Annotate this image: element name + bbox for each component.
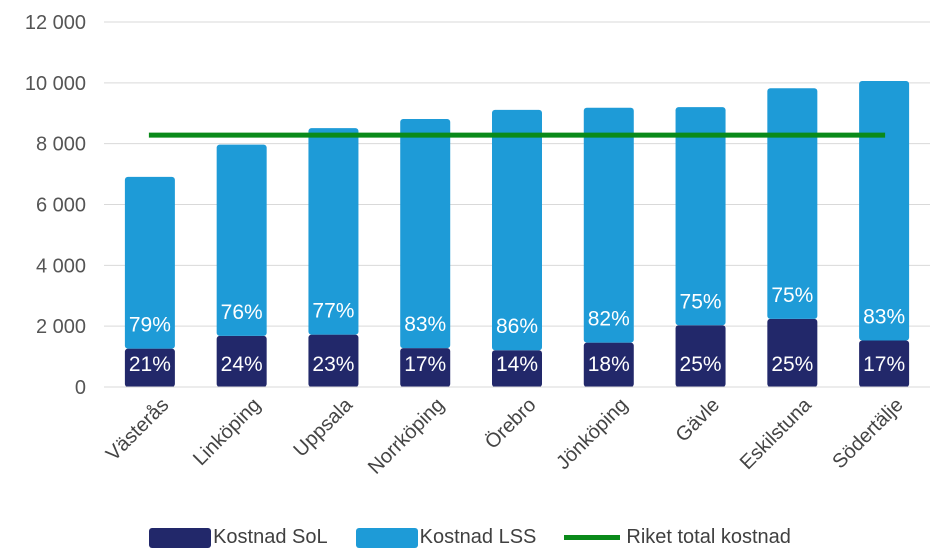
data-label-lss: 77% <box>312 300 354 323</box>
x-tick-label: Uppsala <box>290 393 358 461</box>
y-tick-label: 4 000 <box>36 255 86 277</box>
bar-sol <box>308 334 359 387</box>
legend-item-lss: Kostnad LSS <box>355 526 537 549</box>
legend-label-sol: Kostnad SoL <box>213 526 328 548</box>
y-tick-label: 2 000 <box>36 316 86 338</box>
bar-sol <box>859 340 910 387</box>
bar-lss <box>859 81 910 341</box>
data-label-sol: 24% <box>221 353 263 376</box>
bar-lss <box>400 119 451 349</box>
legend-item-riket: Riket total kostnad <box>564 526 791 549</box>
y-tick-label: 12 000 <box>25 12 86 34</box>
data-label-lss: 76% <box>221 301 263 324</box>
data-label-sol: 18% <box>588 353 630 376</box>
data-label-sol: 21% <box>129 353 171 376</box>
x-tick-label: Västerås <box>102 394 173 465</box>
x-tick-label: Norrköping <box>364 394 449 479</box>
data-label-lss: 83% <box>863 305 905 328</box>
bar-sol <box>124 348 175 387</box>
data-label-sol: 25% <box>771 353 813 376</box>
data-label-sol: 17% <box>863 353 905 376</box>
x-tick-label: Örebro <box>481 394 541 454</box>
legend-swatch-riket <box>564 535 621 540</box>
bar-sol <box>675 325 726 387</box>
data-label-lss: 75% <box>680 290 722 313</box>
data-label-sol: 14% <box>496 353 538 376</box>
x-tick-label: Eskilstuna <box>736 393 817 474</box>
data-label-lss: 83% <box>404 313 446 336</box>
bar-sol <box>216 335 267 387</box>
bar-lss <box>308 128 359 335</box>
bar-lss <box>583 107 634 343</box>
x-tick-label: Södertälje <box>828 394 907 473</box>
data-label-lss: 75% <box>771 284 813 307</box>
legend-item-sol: Kostnad SoL <box>149 526 328 549</box>
data-label-lss: 86% <box>496 315 538 338</box>
data-label-sol: 23% <box>312 353 354 376</box>
bar-sol <box>767 318 818 387</box>
y-tick-label: 8 000 <box>36 134 86 156</box>
x-tick-label: Linköping <box>189 394 265 470</box>
y-tick-label: 10 000 <box>25 73 86 95</box>
data-label-sol: 17% <box>404 353 446 376</box>
bar-sol <box>583 342 634 387</box>
legend-swatch-lss <box>355 527 418 548</box>
legend-label-riket: Riket total kostnad <box>626 526 791 548</box>
y-tick-label: 0 <box>75 377 86 399</box>
bar-lss <box>675 107 726 326</box>
data-label-lss: 79% <box>129 314 171 337</box>
legend-swatch-sol <box>149 527 212 548</box>
legend-label-lss: Kostnad LSS <box>419 526 537 548</box>
bar-sol <box>400 348 451 387</box>
data-label-sol: 25% <box>680 353 722 376</box>
bar-lss <box>492 109 542 351</box>
bar-sol <box>492 350 542 387</box>
bar-lss <box>216 144 267 336</box>
x-tick-label: Jönköping <box>552 394 632 474</box>
y-tick-label: 6 000 <box>36 195 86 217</box>
bar-lss <box>767 88 818 319</box>
chart-legend: Kostnad SoL Kostnad LSS Riket total kost… <box>0 526 940 549</box>
data-label-lss: 82% <box>588 308 630 331</box>
bar-lss <box>124 176 175 349</box>
stacked-bar-chart: 0 2 000 4 000 6 000 8 000 10 000 12 000 21% 79% V… <box>25 12 930 479</box>
x-tick-label: Gävle <box>672 394 725 447</box>
